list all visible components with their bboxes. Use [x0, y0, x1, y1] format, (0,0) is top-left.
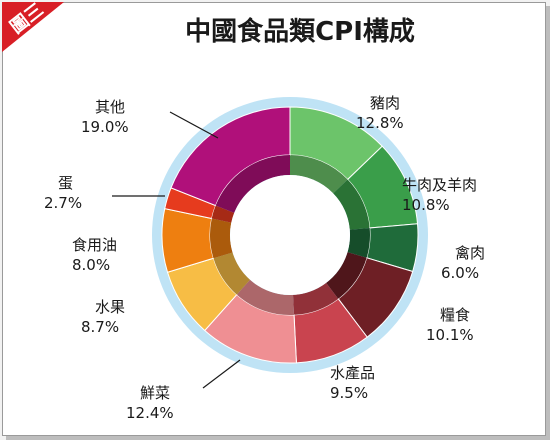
slice-value-label: 9.5%	[330, 384, 368, 402]
pie-slice-inner	[236, 279, 295, 315]
slice-name-label: 水果	[95, 298, 125, 316]
slice-value-label: 10.1%	[426, 326, 474, 344]
slice-name-label: 其他	[95, 98, 125, 116]
pie-slice-inner	[215, 155, 290, 213]
leader-lines	[112, 111, 241, 389]
slice-value-label: 8.0%	[72, 256, 110, 274]
slice-name-label: 糧食	[440, 306, 470, 324]
slice-name-label: 牛肉及羊肉	[402, 176, 477, 194]
slices	[161, 106, 419, 364]
badge-background	[2, 2, 64, 52]
pie-slice	[170, 106, 291, 213]
slice-name-label: 食用油	[72, 236, 117, 254]
pie-slice-inner	[213, 252, 251, 295]
slice-value-label: 10.8%	[402, 196, 450, 214]
pie-slice-inner	[211, 205, 235, 223]
slice-value-label: 12.8%	[356, 114, 404, 132]
pie-slice-inner	[333, 179, 370, 230]
slice-name-label: 禽肉	[455, 244, 485, 262]
donut-hole	[230, 175, 350, 295]
pie-slice	[347, 223, 419, 273]
slice-value-label: 6.0%	[441, 264, 479, 282]
pie-slice-inner	[347, 227, 370, 258]
slice-labels: 豬肉 12.8% 牛肉及羊肉 10.8% 禽肉 6.0% 糧食 10.1% 水產品 9.5% 鮮菜 1…	[44, 94, 485, 422]
slice-value-label: 19.0%	[81, 118, 129, 136]
slice-value-label: 8.7%	[81, 318, 119, 336]
chart-title: 中國食品類CPI構成	[185, 16, 415, 47]
badge: 圖三	[2, 0, 64, 52]
pie-slice	[161, 208, 233, 273]
slice-name-label: 蛋	[58, 174, 73, 192]
pie-slice-inner	[290, 155, 348, 194]
slice-value-label: 12.4%	[126, 404, 174, 422]
leader-line	[169, 111, 219, 139]
pie-slice-inner	[210, 218, 233, 259]
slice-name-label: 豬肉	[370, 94, 400, 112]
slice-name-label: 水產品	[330, 364, 375, 382]
pie-slice-inner	[293, 282, 339, 315]
slice-value-label: 2.7%	[44, 194, 82, 212]
slice-name-label: 鮮菜	[140, 384, 170, 402]
leader-line	[202, 359, 241, 389]
pie-slice-inner	[326, 252, 367, 299]
